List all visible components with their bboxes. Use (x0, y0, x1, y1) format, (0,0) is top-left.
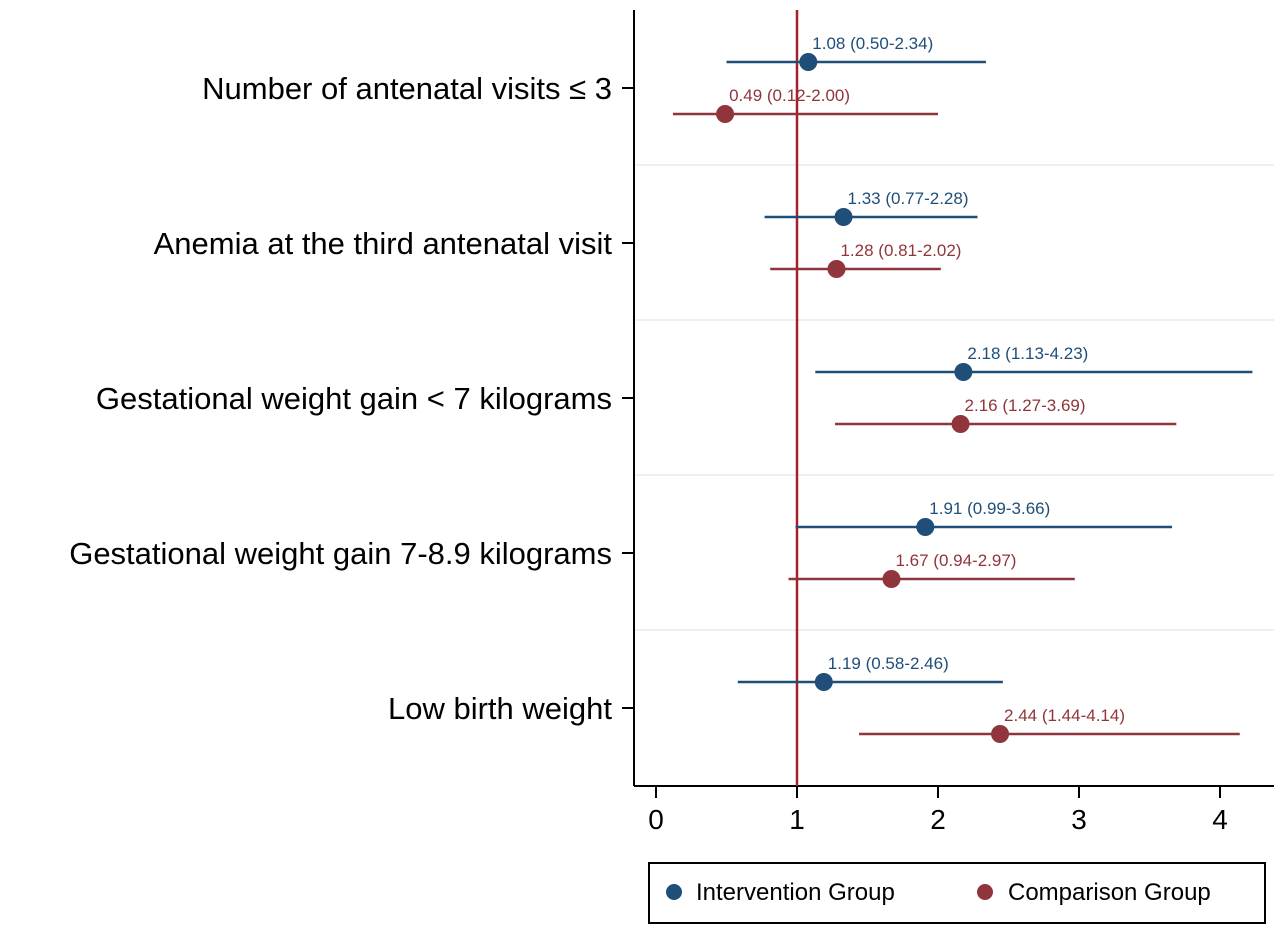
point-estimate (991, 725, 1010, 743)
x-tick-label: 4 (1212, 804, 1228, 835)
category-label: Number of antenatal visits ≤ 3 (202, 71, 612, 106)
data-label: 2.18 (1.13-4.23) (967, 344, 1088, 363)
point-estimate (827, 260, 846, 278)
point-estimate (916, 518, 935, 536)
x-tick-label: 3 (1071, 804, 1087, 835)
series-comparison: 0.49 (0.12-2.00) 1.28 (0.81-2.02) 2.16 (1.… (672, 86, 1240, 743)
category-label: Gestational weight gain 7-8.9 kilograms (69, 536, 612, 571)
category-label: Gestational weight gain < 7 kilograms (96, 381, 612, 416)
category-separators (635, 164, 1274, 631)
data-label: 1.08 (0.50-2.34) (812, 34, 933, 53)
point-estimate (834, 208, 853, 226)
point-estimate (951, 415, 970, 433)
point-estimate (814, 673, 833, 691)
legend-marker-intervention (666, 884, 682, 900)
data-label: 2.44 (1.44-4.14) (1004, 706, 1125, 725)
category-label: Low birth weight (388, 691, 612, 726)
data-label: 2.16 (1.27-3.69) (965, 396, 1086, 415)
point-estimate (882, 570, 901, 588)
axes (633, 10, 1274, 787)
legend: Intervention Group Comparison Group (648, 862, 1266, 924)
series-intervention: 1.08 (0.50-2.34) 1.33 (0.77-2.28) 2.18 (1.… (726, 34, 1253, 691)
legend-label-comparison: Comparison Group (1008, 879, 1211, 906)
point-estimate (716, 105, 735, 123)
data-label: 1.67 (0.94-2.97) (895, 551, 1016, 570)
x-tick-label: 2 (930, 804, 946, 835)
legend-label-intervention: Intervention Group (696, 879, 895, 906)
legend-box (648, 862, 1266, 924)
data-label: 0.49 (0.12-2.00) (729, 86, 850, 105)
x-ticks: 0 1 2 3 4 (648, 786, 1228, 835)
y-ticks: Number of antenatal visits ≤ 3 Anemia at … (69, 71, 634, 726)
point-estimate (954, 363, 973, 381)
data-label: 1.28 (0.81-2.02) (840, 241, 961, 260)
x-tick-label: 0 (648, 804, 664, 835)
x-tick-label: 1 (789, 804, 805, 835)
data-label: 1.33 (0.77-2.28) (848, 189, 969, 208)
category-label: Anemia at the third antenatal visit (154, 226, 613, 261)
data-label: 1.19 (0.58-2.46) (828, 654, 949, 673)
legend-marker-comparison (977, 884, 993, 900)
series-group: 1.08 (0.50-2.34) 1.33 (0.77-2.28) 2.18 (1.… (672, 34, 1253, 743)
point-estimate (799, 53, 818, 71)
data-label: 1.91 (0.99-3.66) (929, 499, 1050, 518)
